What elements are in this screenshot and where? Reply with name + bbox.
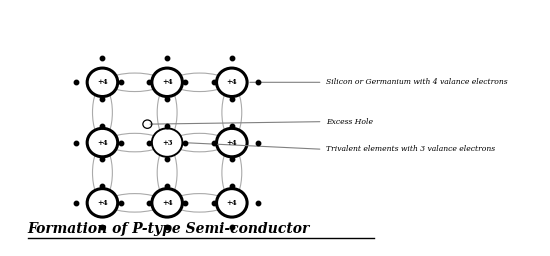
Text: Formation of P-type Semi-conductor: Formation of P-type Semi-conductor <box>28 221 310 236</box>
Text: +3: +3 <box>162 138 172 147</box>
Circle shape <box>217 189 247 217</box>
Text: +4: +4 <box>97 199 108 207</box>
Text: +4: +4 <box>227 78 237 86</box>
Circle shape <box>152 128 183 157</box>
Text: Excess Hole: Excess Hole <box>326 118 373 126</box>
Circle shape <box>87 68 118 97</box>
Circle shape <box>217 68 247 97</box>
Circle shape <box>217 128 247 157</box>
Circle shape <box>87 128 118 157</box>
Text: Silicon or Germanium with 4 valance electrons: Silicon or Germanium with 4 valance elec… <box>326 78 508 86</box>
Text: +4: +4 <box>97 78 108 86</box>
Text: +4: +4 <box>227 138 237 147</box>
Text: +4: +4 <box>227 199 237 207</box>
Circle shape <box>87 189 118 217</box>
Text: +4: +4 <box>162 78 173 86</box>
Circle shape <box>152 189 183 217</box>
Circle shape <box>152 68 183 97</box>
Text: +4: +4 <box>97 138 108 147</box>
Text: +4: +4 <box>162 199 173 207</box>
Text: Trivalent elements with 3 valance electrons: Trivalent elements with 3 valance electr… <box>326 145 496 153</box>
